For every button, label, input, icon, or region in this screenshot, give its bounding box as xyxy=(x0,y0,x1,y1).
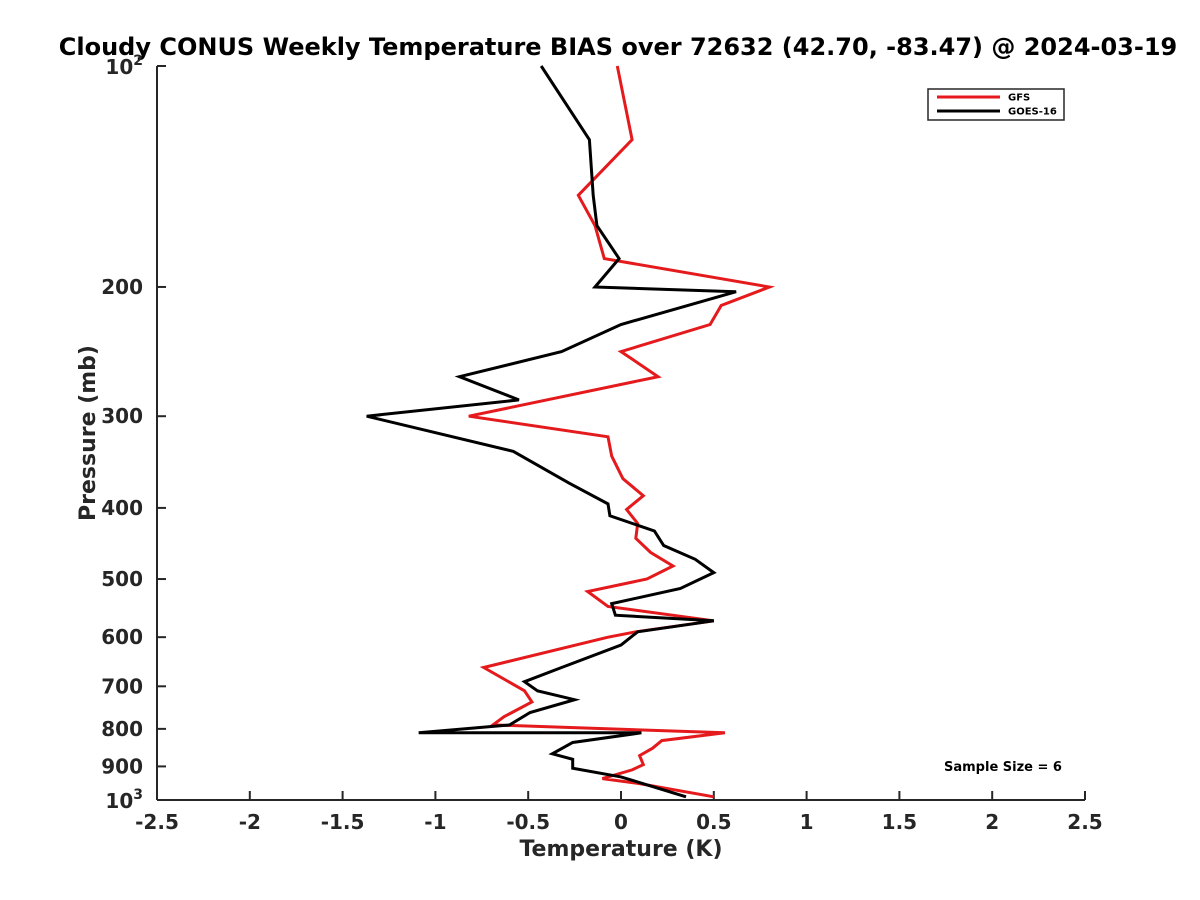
x-axis-ticks: -2.5 -2 -1.5 -1 -0.5 0 0.5 1 1.5 2 2.5 xyxy=(135,791,1103,834)
series-lines xyxy=(366,65,776,799)
chart-title: Cloudy CONUS Weekly Temperature BIAS ove… xyxy=(59,33,1177,61)
y-axis-label: Pressure (mb) xyxy=(76,345,101,521)
y-tick-label: 103 xyxy=(105,787,143,813)
x-tick-label: -1.5 xyxy=(321,810,365,834)
legend-box xyxy=(927,88,1065,121)
y-tick-label: 800 xyxy=(101,717,143,741)
x-tick-label: 1 xyxy=(800,810,814,834)
x-tick-label: 1.5 xyxy=(882,810,917,834)
x-tick-label: -2 xyxy=(239,810,261,834)
legend-label: GOES-16 xyxy=(1008,107,1057,118)
y-tick-label: 200 xyxy=(101,275,143,299)
x-tick-label: 0.5 xyxy=(696,810,731,834)
series-line-gfs xyxy=(468,65,776,799)
y-tick-label: 300 xyxy=(101,404,143,428)
y-tick-label-exponent: 2 xyxy=(133,53,143,69)
y-tick-label-exponent: 3 xyxy=(133,787,143,803)
legend: GFS GOES-16 xyxy=(927,88,1065,121)
x-tick-label: 2 xyxy=(985,810,999,834)
x-tick-label: 2.5 xyxy=(1067,810,1102,834)
y-tick-label: 700 xyxy=(101,674,143,698)
x-tick-label: 0 xyxy=(614,810,628,834)
y-tick-label: 900 xyxy=(101,754,143,778)
y-tick-label: 400 xyxy=(101,496,143,520)
y-tick-label: 500 xyxy=(101,567,143,591)
y-tick-label: 600 xyxy=(101,625,143,649)
y-tick-label: 102 xyxy=(105,53,143,79)
series-line-goes-16 xyxy=(366,65,737,799)
x-tick-label: -0.5 xyxy=(506,810,550,834)
x-axis-label: Temperature (K) xyxy=(519,837,722,862)
y-tick-label-base: 10 xyxy=(105,789,133,813)
sample-size-annotation: Sample Size = 6 xyxy=(944,760,1062,775)
x-tick-label: -2.5 xyxy=(135,810,179,834)
x-tick-label: -1 xyxy=(424,810,446,834)
y-tick-label-base: 10 xyxy=(105,55,133,79)
plot-area: -2.5 -2 -1.5 -1 -0.5 0 0.5 1 1.5 2 2.5 10220030040… xyxy=(101,53,1102,834)
legend-label: GFS xyxy=(1008,93,1030,104)
